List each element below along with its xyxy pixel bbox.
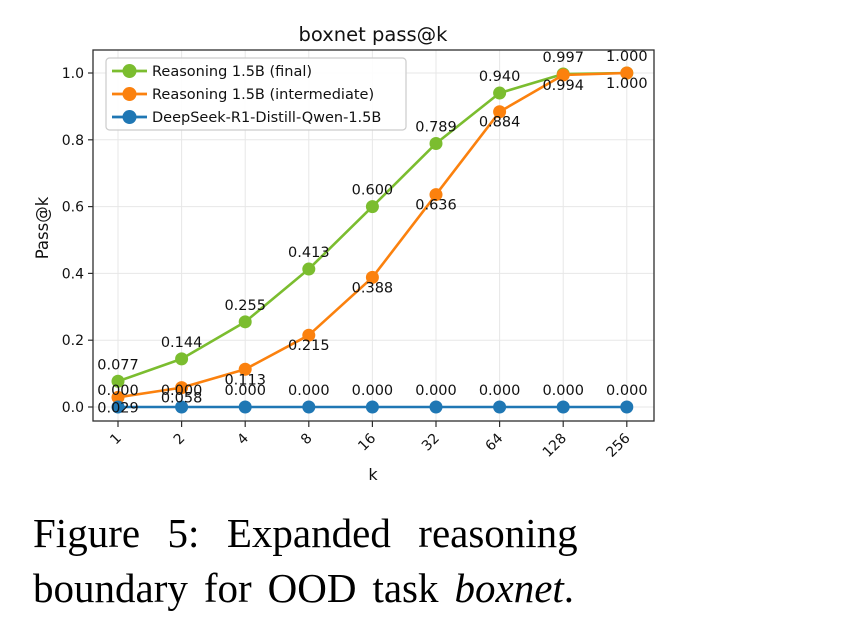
data-label: 0.029 [97,400,139,416]
caption-line-1: Figure 5: Expanded reasoning [33,506,661,561]
x-tick-label: 4 [234,430,252,448]
data-point [175,381,189,395]
data-label: 0.058 [161,391,203,407]
data-label: 0.388 [352,280,394,296]
data-label: 0.077 [97,357,139,373]
x-tick-label: 1 [107,431,125,449]
data-label: 0.144 [161,335,203,351]
caption-text-2: boundary for OOD task [33,565,455,611]
data-label: 0.994 [542,78,584,94]
data-point [238,362,252,376]
data-label: 1.000 [606,76,648,92]
data-point [111,400,125,414]
data-label: 0.000 [224,383,266,399]
data-point [175,400,189,414]
data-point [429,188,443,202]
y-tick-label: 0.4 [62,266,84,282]
pass-at-k-chart: 0.0 0.2 0.4 0.6 0.8 1.0 1 2 4 8 16 32 64 128 256 boxnet… [33,23,655,484]
data-label: 0.940 [479,69,521,85]
data-label: 0.000 [97,383,139,399]
legend-entry-1: Reasoning 1.5B (intermediate) [152,87,374,103]
data-point [111,390,125,404]
data-point [556,68,570,82]
y-tick-label: 0.2 [62,333,84,349]
legend-entry-2: DeepSeek-R1-Distill-Qwen-1.5B [152,110,381,126]
data-label: 0.997 [542,50,584,66]
legend-marker [122,87,137,101]
data-point [620,66,634,80]
data-label: 0.000 [161,383,203,399]
data-point [302,400,316,414]
data-point [365,200,379,214]
data-label: 0.215 [288,338,330,354]
data-point [365,400,379,414]
data-label: 0.000 [415,383,457,399]
caption-period: . [563,565,575,611]
x-tick-label: 2 [171,431,189,449]
data-point [429,136,443,150]
y-axis-label: Pass@k [33,196,52,259]
x-tick-label: 16 [355,430,379,454]
data-label: 0.000 [542,383,584,399]
data-label: 0.113 [224,372,266,388]
data-point [493,86,507,100]
data-point [238,400,252,414]
data-point [175,352,189,366]
data-label: 0.636 [415,198,457,214]
data-point [238,315,252,329]
data-point [620,400,634,414]
x-tick-label: 128 [540,431,570,461]
x-tick-label: 64 [483,430,507,454]
legend-entry-0: Reasoning 1.5B (final) [152,64,312,80]
data-label: 0.000 [606,383,648,399]
y-tick-label: 0.8 [62,133,84,149]
figure-caption: Figure 5: Expanded reasoning boundary fo… [33,506,661,616]
data-point [429,400,443,414]
caption-line-2: boundary for OOD task boxnet. [33,561,661,616]
data-point [493,400,507,414]
data-label: 0.600 [352,183,394,199]
y-tick-label: 0.0 [62,400,84,416]
data-label: 0.413 [288,245,330,261]
caption-task-name: boxnet [454,565,564,611]
data-point [111,374,125,388]
legend-marker [122,64,137,78]
data-point [302,262,316,276]
legend-box [105,57,407,131]
data-label: 0.000 [352,383,394,399]
data-label: 1.000 [606,49,648,65]
data-point [556,400,570,414]
data-label: 0.255 [224,298,266,314]
x-tick-label: 32 [419,431,443,455]
caption-text-1: Figure 5: Expanded reasoning [33,510,578,556]
data-point [365,270,379,284]
y-tick-label: 0.6 [62,200,84,216]
x-axis-label: k [368,465,378,484]
data-label: 0.789 [415,119,457,135]
data-label: 0.000 [479,383,521,399]
x-tick-label: 8 [298,431,316,449]
y-tick-label: 1.0 [62,66,84,82]
x-tick-label: 256 [603,430,633,460]
legend-marker [122,110,137,124]
data-point [493,105,507,119]
data-label: 0.884 [479,115,521,131]
data-label: 0.000 [288,383,330,399]
plot-border [92,49,655,422]
data-point [302,328,316,342]
chart-title: boxnet pass@k [299,23,449,46]
